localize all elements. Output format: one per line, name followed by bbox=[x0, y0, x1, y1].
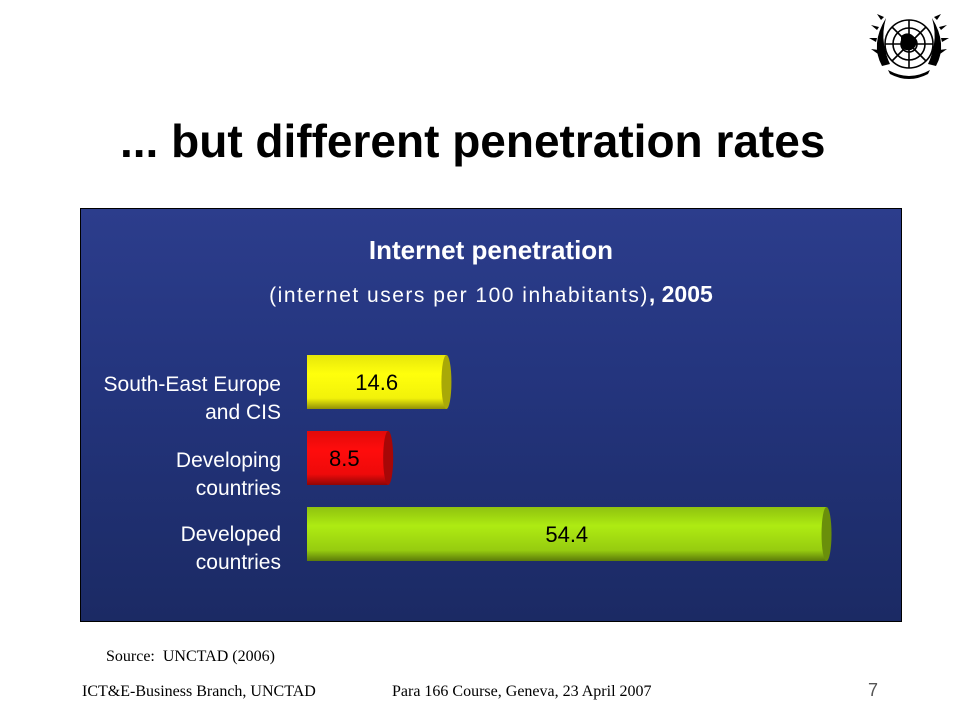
category-label-line: countries bbox=[195, 551, 281, 574]
category-label-line: countries bbox=[195, 477, 281, 500]
bar-body bbox=[307, 431, 389, 485]
bar-value-label: 8.5 bbox=[329, 446, 360, 471]
slide-title: ... but different penetration rates bbox=[120, 115, 826, 167]
category-label-developed: Developed countries bbox=[81, 521, 281, 577]
footer-organization: ICT&E-Business Branch, UNCTAD bbox=[82, 683, 316, 700]
bar-developing: 8.5 bbox=[307, 431, 394, 485]
chart-title: Internet penetration bbox=[368, 235, 614, 265]
footer-event: Para 166 Course, Geneva, 23 April 2007 bbox=[392, 683, 652, 700]
category-label-line: South-East Europe bbox=[103, 373, 281, 396]
category-label-developing: Developing countries bbox=[81, 447, 281, 503]
category-label-line: Developed bbox=[180, 523, 281, 546]
chart-subtitle: (internet users per 100 inhabitants), 20… bbox=[81, 281, 901, 308]
bar-value-label: 14.6 bbox=[355, 370, 398, 395]
page-number: 7 bbox=[868, 680, 879, 700]
category-label-line: and CIS bbox=[205, 401, 281, 424]
bar-south-east-europe: 14.6 bbox=[307, 355, 452, 409]
chart-panel: Internet penetration (internet users per… bbox=[80, 208, 902, 622]
bar-plot-area: 14.6 8.5 54.4 bbox=[307, 355, 832, 561]
bar-end-cap bbox=[383, 431, 394, 485]
source-note: Source: UNCTAD (2006) bbox=[106, 648, 275, 665]
bar-developed: 54.4 bbox=[307, 507, 832, 561]
bar-end-cap bbox=[821, 507, 832, 561]
chart-subtitle-units: (internet users per 100 inhabitants) bbox=[269, 284, 649, 307]
category-label-south-east-europe: South-East Europe and CIS bbox=[81, 371, 281, 427]
bar-body bbox=[307, 355, 447, 409]
chart-subtitle-year: , 2005 bbox=[648, 281, 713, 307]
category-label-line: Developing bbox=[175, 449, 281, 472]
bar-value-label: 54.4 bbox=[545, 522, 588, 547]
bar-body bbox=[307, 507, 827, 561]
un-emblem-icon bbox=[869, 14, 949, 79]
bar-end-cap bbox=[441, 355, 452, 409]
